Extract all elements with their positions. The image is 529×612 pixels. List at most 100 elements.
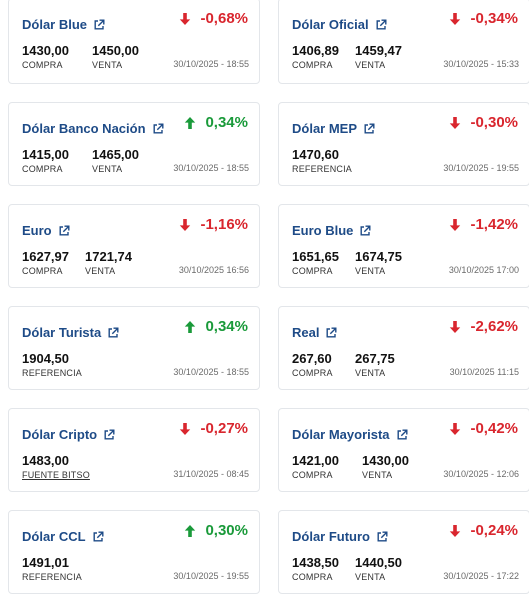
quote-title-link[interactable]: Dólar Mayorista (292, 427, 408, 442)
price-label: COMPRA (22, 266, 63, 276)
quote-card-dolar-cripto: Dólar Cripto -0,27% 1483,00 FUENTE BITSO 31/… (8, 408, 260, 492)
external-link-icon[interactable] (93, 19, 105, 31)
venta-value: 1721,74 VENTA (85, 249, 165, 277)
update-timestamp: 30/10/2025 - 18:55 (173, 163, 249, 173)
quote-title-link[interactable]: Dólar CCL (22, 529, 104, 544)
price-number: 1721,74 (85, 249, 132, 264)
external-link-icon[interactable] (376, 531, 388, 543)
update-timestamp: 31/10/2025 - 08:45 (173, 469, 249, 479)
price-number: 1483,00 (22, 453, 69, 468)
price-values: 1491,01 REFERENCIA (22, 555, 122, 583)
price-number: 1904,50 (22, 351, 69, 366)
external-link-icon[interactable] (103, 429, 115, 441)
price-label: COMPRA (292, 266, 333, 276)
quote-card-euro: Euro -1,16% 1627,97 COMPRA 1721,74 VENTA 30/10… (8, 204, 260, 288)
price-number: 1450,00 (92, 43, 139, 58)
quote-title-link[interactable]: Real (292, 325, 337, 340)
quote-title-link[interactable]: Dólar Turista (22, 325, 119, 340)
compra-value: 1415,00 COMPRA (22, 147, 92, 175)
source-link[interactable]: FUENTE BITSO (22, 470, 90, 480)
price-number: 1470,60 (292, 147, 339, 162)
compra-value: 1421,00 COMPRA (292, 453, 362, 481)
external-link-icon[interactable] (359, 225, 371, 237)
arrow-down-icon (449, 524, 461, 538)
price-values: 1651,65 COMPRA 1674,75 VENTA (292, 249, 435, 277)
quote-title: Euro (22, 223, 52, 238)
quote-card-real: Real -2,62% 267,60 COMPRA 267,75 VENTA 30/10/2… (278, 306, 529, 390)
price-label: REFERENCIA (22, 572, 83, 582)
arrow-down-icon (449, 12, 461, 26)
quote-title-link[interactable]: Dólar Oficial (292, 17, 387, 32)
fuente-bitso-value: 1483,00 FUENTE BITSO (22, 453, 122, 481)
venta-value: 1430,00 VENTA (362, 453, 442, 481)
external-link-icon[interactable] (107, 327, 119, 339)
quote-card-dolar-mayorista: Dólar Mayorista -0,42% 1421,00 COMPRA 1430,0… (278, 408, 529, 492)
price-label: COMPRA (22, 60, 63, 70)
price-label: REFERENCIA (292, 164, 353, 174)
arrow-down-icon (449, 218, 461, 232)
price-label: COMPRA (292, 572, 333, 582)
quote-title-link[interactable]: Euro (22, 223, 70, 238)
quote-title-link[interactable]: Dólar Cripto (22, 427, 115, 442)
quote-title-link[interactable]: Dólar Blue (22, 17, 105, 32)
update-timestamp: 30/10/2025 - 15:33 (443, 59, 519, 69)
external-link-icon[interactable] (92, 531, 104, 543)
change-percent: -0,27% (200, 420, 248, 437)
compra-value: 1651,65 COMPRA (292, 249, 355, 277)
quote-title: Dólar Blue (22, 17, 88, 32)
quote-card-dolar-oficial: Dólar Oficial -0,34% 1406,89 COMPRA 1459,47 V… (278, 0, 529, 84)
change-percent: -0,34% (470, 10, 518, 27)
price-number: 1440,50 (355, 555, 402, 570)
quote-title-link[interactable]: Euro Blue (292, 223, 371, 238)
price-number: 1415,00 (22, 147, 69, 162)
arrow-down-icon (179, 218, 191, 232)
external-link-icon[interactable] (375, 19, 387, 31)
quote-card-euro-blue: Euro Blue -1,42% 1651,65 COMPRA 1674,75 VENTA… (278, 204, 529, 288)
arrow-up-icon (184, 320, 196, 334)
venta-value: 1465,00 VENTA (92, 147, 172, 175)
external-link-icon[interactable] (396, 429, 408, 441)
quote-title: Dólar Futuro (292, 529, 370, 544)
arrow-up-icon (184, 524, 196, 538)
change-indicator: -0,30% (449, 114, 518, 131)
price-number: 267,60 (292, 351, 332, 366)
price-label: VENTA (355, 266, 386, 276)
compra-value: 267,60 COMPRA (292, 351, 355, 379)
price-label: VENTA (355, 60, 386, 70)
change-indicator: -0,42% (449, 420, 518, 437)
quote-card-dolar-mep: Dólar MEP -0,30% 1470,60 REFERENCIA 30/10/20… (278, 102, 529, 186)
price-label: COMPRA (292, 368, 333, 378)
quote-title-link[interactable]: Dólar Futuro (292, 529, 388, 544)
external-link-icon[interactable] (325, 327, 337, 339)
change-percent: 0,34% (205, 114, 248, 131)
change-percent: -1,42% (470, 216, 518, 233)
change-indicator: -1,16% (179, 216, 248, 233)
quote-title-link[interactable]: Dólar MEP (292, 121, 375, 136)
quote-card-dolar-banco-nacion: Dólar Banco Nación 0,34% 1415,00 COMPRA 1465… (8, 102, 260, 186)
quote-title: Dólar Mayorista (292, 427, 390, 442)
price-label: COMPRA (292, 60, 333, 70)
price-number: 1674,75 (355, 249, 402, 264)
price-number: 267,75 (355, 351, 395, 366)
compra-value: 1627,97 COMPRA (22, 249, 85, 277)
quote-card-dolar-ccl: Dólar CCL 0,30% 1491,01 REFERENCIA 30/10/202… (8, 510, 260, 594)
update-timestamp: 30/10/2025 - 17:22 (443, 571, 519, 581)
quote-title-link[interactable]: Dólar Banco Nación (22, 121, 164, 136)
price-label: REFERENCIA (22, 368, 83, 378)
arrow-down-icon (449, 116, 461, 130)
price-label: VENTA (92, 60, 123, 70)
quote-title: Dólar CCL (22, 529, 86, 544)
price-number: 1430,00 (362, 453, 409, 468)
price-label: VENTA (85, 266, 116, 276)
update-timestamp: 30/10/2025 17:00 (448, 265, 519, 275)
external-link-icon[interactable] (363, 123, 375, 135)
venta-value: 1674,75 VENTA (355, 249, 435, 277)
venta-value: 1450,00 VENTA (92, 43, 172, 71)
external-link-icon[interactable] (58, 225, 70, 237)
change-percent: 0,30% (205, 522, 248, 539)
price-number: 1430,00 (22, 43, 69, 58)
update-timestamp: 30/10/2025 - 19:55 (443, 163, 519, 173)
quote-title: Euro Blue (292, 223, 354, 238)
external-link-icon[interactable] (152, 123, 164, 135)
quote-title: Dólar Banco Nación (22, 121, 146, 136)
